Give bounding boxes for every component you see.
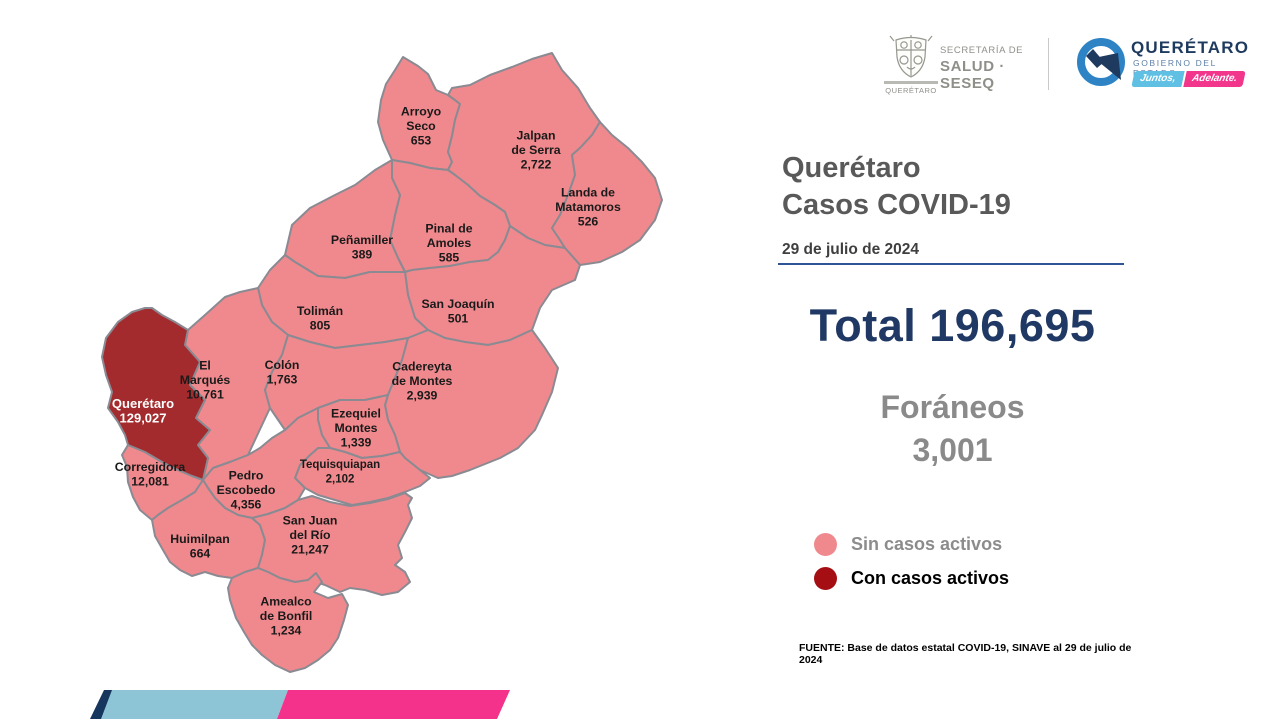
label-tequisquiapan: Tequisquiapan 2,102 — [300, 459, 380, 486]
label-corregidora: Corregidora 12,081 — [115, 460, 186, 489]
legend-row-sin-casos: Sin casos activos — [814, 527, 1009, 561]
label-toliman: Tolimán 805 — [297, 304, 343, 333]
legend-row-con-casos: Con casos activos — [814, 561, 1009, 595]
shield-caption: QUERÉTARO — [885, 86, 937, 95]
legend-label-sin-casos: Sin casos activos — [851, 533, 1003, 554]
label-huimilpan: Huimilpan 664 — [170, 532, 229, 561]
region-san-juan-del-rio — [251, 492, 413, 596]
label-pinal-de-amoles: Pinal de Amoles 585 — [425, 222, 472, 265]
total-label: Total — [809, 300, 917, 351]
foraneos-value: 3,001 — [912, 432, 993, 468]
label-el-marques: El Marqués 10,761 — [180, 359, 231, 402]
report-date: 29 de julio de 2024 — [782, 241, 919, 258]
region-queretaro — [101, 307, 211, 481]
badge-juntos: Juntos, — [1131, 71, 1185, 87]
seseq-line1: SECRETARÍA DE — [940, 45, 1024, 56]
page-title: Querétaro Casos COVID-19 — [782, 150, 1142, 224]
region-huimilpan — [151, 479, 266, 579]
foraneos-label: Foráneos — [880, 389, 1025, 425]
label-queretaro: Querétaro 129,027 — [112, 396, 174, 426]
label-cadereyta-de-montes: Cadereyta de Montes 2,939 — [392, 360, 453, 403]
label-jalpan-de-serra: Jalpan de Serra 2,722 — [511, 129, 560, 172]
foraneos-block: Foráneos 3,001 — [775, 386, 1130, 472]
label-arroyo-seco: Arroyo Seco 653 — [401, 105, 442, 148]
seseq-logo: QUERÉTARO SECRETARÍA DE SALUD · SESEQ — [884, 33, 1054, 103]
title-line1: Querétaro — [782, 152, 921, 184]
label-colon: Colón 1,763 — [265, 358, 300, 387]
label-san-juan-del-rio: San Juan del Río 21,247 — [283, 514, 338, 557]
coat-of-arms-icon — [889, 35, 933, 78]
seseq-line2: SALUD · SESEQ — [940, 58, 1006, 92]
legend: Sin casos activos Con casos activos — [814, 527, 1009, 595]
footer-bar-blue — [101, 690, 288, 719]
label-san-joaquin: San Joaquín 501 — [421, 297, 494, 326]
label-ezequiel-montes: Ezequiel Montes 1,339 — [331, 407, 381, 450]
badge-adelante: Adelante. — [1182, 71, 1246, 87]
footer-bar-pink — [277, 690, 510, 719]
qro-badge: Juntos, Adelante. — [1131, 71, 1246, 87]
qro-wordmark: QUERÉTARO — [1131, 38, 1250, 57]
label-penamiller: Peñamiller 389 — [331, 233, 393, 262]
label-pedro-escobedo: Pedro Escobedo 4,356 — [217, 469, 276, 512]
legend-dot-sin-casos — [814, 532, 837, 556]
total-value: 196,695 — [929, 300, 1096, 351]
region-penamiller — [284, 159, 406, 279]
total-cases: Total 196,695 — [775, 300, 1130, 352]
map-regions — [101, 52, 663, 673]
header-divider — [1048, 38, 1049, 90]
label-amealco-de-bonfil: Amealco de Bonfil 1,234 — [260, 595, 313, 638]
title-line2: Casos COVID-19 — [782, 189, 1011, 221]
region-cadereyta-de-montes — [384, 329, 559, 479]
shield-fine-print — [884, 81, 938, 84]
region-amealco-de-bonfil — [227, 567, 349, 673]
queretaro-gov-logo: QUERÉTARO GOBIERNO DEL ESTADO Juntos, Ad… — [1075, 34, 1260, 96]
map-labels: Arroyo Seco 653 Jalpan de Serra 2,722 Landa de… — [112, 105, 621, 638]
legend-label-con-casos: Con casos activos — [851, 567, 1010, 588]
q-logo-icon — [1077, 38, 1125, 86]
legend-dot-con-casos — [814, 566, 837, 590]
date-underline — [778, 263, 1124, 265]
footer-bar — [90, 690, 510, 719]
source-note: FUENTE: Base de datos estatal COVID-19, … — [799, 642, 1132, 666]
label-landa-de-matamoros: Landa de Matamoros 526 — [555, 186, 621, 229]
